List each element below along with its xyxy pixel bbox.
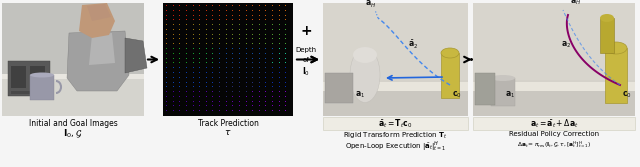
- Bar: [11, 91, 46, 94]
- Bar: [473, 3, 635, 80]
- Ellipse shape: [30, 72, 54, 77]
- Ellipse shape: [600, 14, 614, 22]
- Bar: [323, 3, 468, 80]
- Ellipse shape: [491, 75, 515, 81]
- Bar: [2, 76, 144, 116]
- Bar: [605, 48, 627, 103]
- Bar: [30, 75, 54, 100]
- Text: $\mathbf{c}_0$: $\mathbf{c}_0$: [622, 90, 632, 101]
- Text: $\Delta\mathbf{a}_t = \pi_{\mathrm{res}}(\mathbf{I}_t, \mathcal{G}, \tau, [\math: $\Delta\mathbf{a}_t = \pi_{\mathrm{res}}…: [516, 139, 591, 150]
- Text: $\mathbf{a}_1$: $\mathbf{a}_1$: [505, 89, 515, 100]
- Text: Track Prediction: Track Prediction: [198, 119, 259, 128]
- Text: Rigid Transform Prediction $\mathbf{T}_t$: Rigid Transform Prediction $\mathbf{T}_t…: [344, 131, 447, 141]
- Bar: [323, 3, 468, 116]
- Bar: [473, 3, 635, 116]
- Text: +: +: [300, 24, 312, 38]
- Text: $\mathbf{a}_1$: $\mathbf{a}_1$: [355, 89, 365, 100]
- Polygon shape: [79, 3, 115, 38]
- Bar: [323, 82, 468, 91]
- Text: Initial and Goal Images: Initial and Goal Images: [29, 119, 117, 128]
- Text: Open-Loop Execution $|\bar{\mathbf{a}}_t|_{t=1}^{H}$: Open-Loop Execution $|\bar{\mathbf{a}}_t…: [345, 139, 446, 153]
- Text: $\bar{\mathbf{a}}_H$: $\bar{\mathbf{a}}_H$: [365, 0, 376, 10]
- Bar: [163, 3, 293, 116]
- Text: $\bar{\mathbf{a}}_2$: $\bar{\mathbf{a}}_2$: [408, 39, 418, 51]
- Text: $\mathbf{a}_2$: $\mathbf{a}_2$: [561, 40, 571, 50]
- Bar: [323, 91, 468, 116]
- Ellipse shape: [350, 47, 380, 103]
- Bar: [8, 61, 50, 96]
- Bar: [325, 73, 353, 103]
- Text: $\mathbf{I}_0$: $\mathbf{I}_0$: [302, 65, 310, 77]
- Text: of: of: [303, 57, 309, 63]
- Ellipse shape: [353, 47, 377, 63]
- Bar: [473, 91, 635, 116]
- Polygon shape: [87, 4, 111, 21]
- Text: $\tau$: $\tau$: [224, 128, 232, 137]
- Text: $\mathbf{a}_H$: $\mathbf{a}_H$: [570, 0, 581, 7]
- Text: Depth: Depth: [296, 47, 317, 53]
- Bar: [11, 66, 26, 88]
- Bar: [475, 73, 495, 105]
- Text: $\mathbf{a}_t = \bar{\mathbf{a}}_t + \Delta\mathbf{a}_t$: $\mathbf{a}_t = \bar{\mathbf{a}}_t + \De…: [530, 117, 579, 130]
- Bar: [473, 117, 635, 130]
- Text: $\mathbf{I}_0, \mathcal{G}$: $\mathbf{I}_0, \mathcal{G}$: [63, 128, 83, 140]
- Ellipse shape: [441, 48, 459, 58]
- Polygon shape: [125, 38, 147, 73]
- Text: $\bar{\mathbf{a}}_t = \mathbf{T}_t\mathbf{c}_0$: $\bar{\mathbf{a}}_t = \mathbf{T}_t\mathb…: [378, 117, 413, 130]
- Bar: [30, 66, 45, 88]
- Bar: [441, 53, 459, 98]
- Text: Residual Policy Correction: Residual Policy Correction: [509, 131, 599, 137]
- Bar: [600, 18, 614, 53]
- Bar: [2, 74, 144, 79]
- Ellipse shape: [605, 42, 627, 54]
- Text: $\mathbf{c}_0$: $\mathbf{c}_0$: [452, 90, 461, 101]
- Bar: [491, 78, 515, 106]
- Polygon shape: [89, 33, 115, 65]
- Bar: [323, 117, 468, 130]
- Bar: [2, 3, 144, 76]
- Bar: [473, 82, 635, 91]
- Polygon shape: [67, 31, 129, 91]
